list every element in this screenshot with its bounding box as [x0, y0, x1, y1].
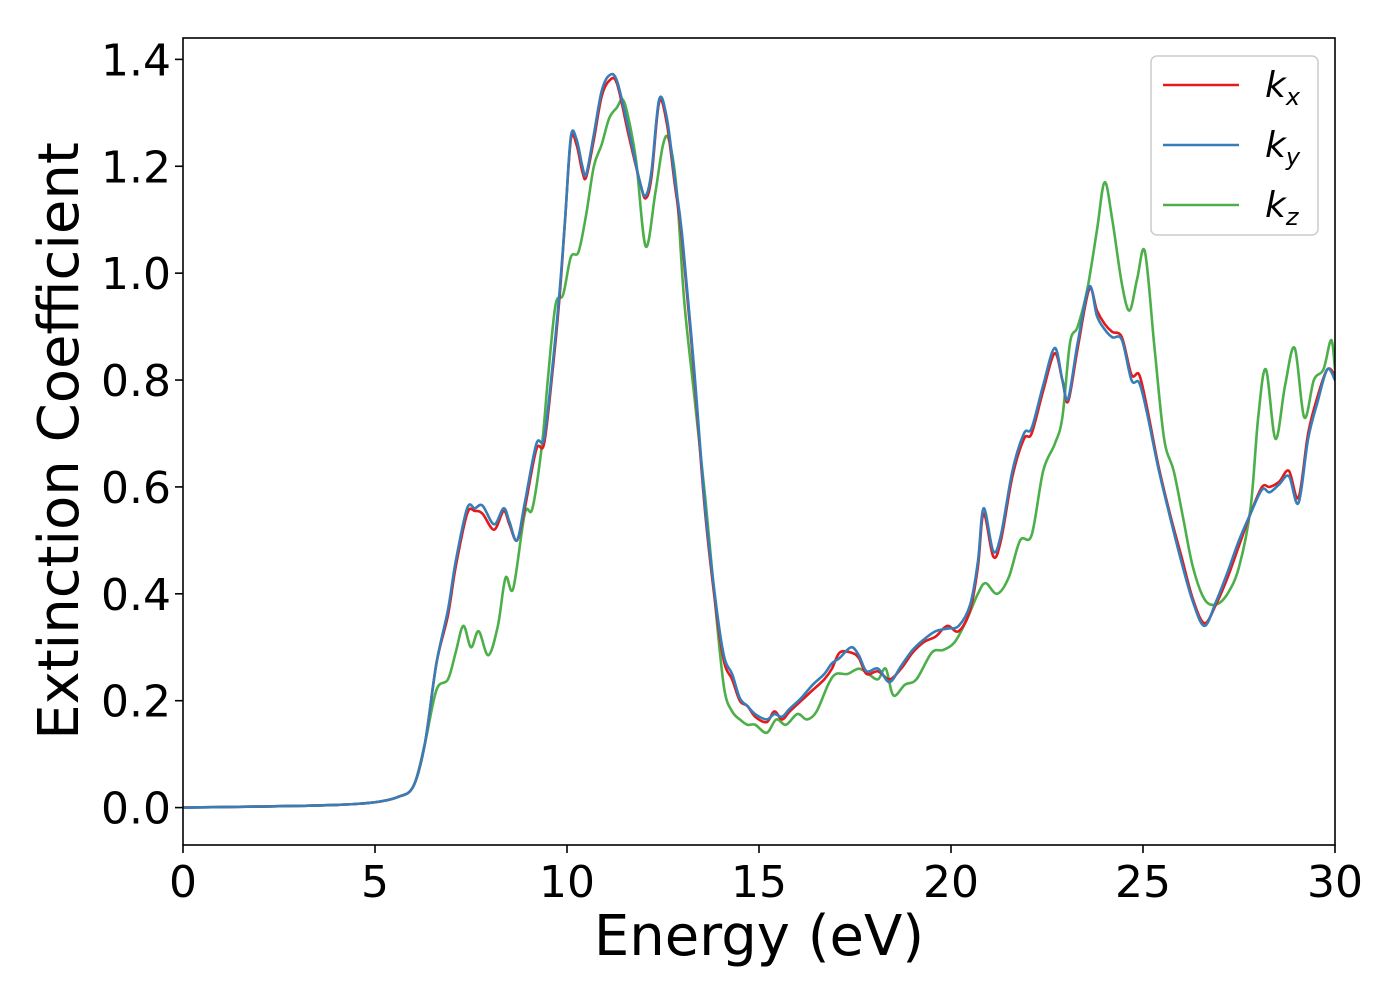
- y-tick-label: 1.0: [101, 249, 171, 300]
- x-tick-label: 0: [169, 857, 197, 908]
- legend-label-k-x: kx: [1265, 65, 1301, 111]
- x-tick-label: 15: [731, 857, 787, 908]
- y-tick-label: 0.0: [101, 784, 171, 835]
- y-tick-label: 1.2: [101, 142, 171, 193]
- y-tick-label: 0.6: [101, 463, 171, 514]
- x-tick-label: 30: [1307, 857, 1363, 908]
- y-tick-label: 1.4: [101, 35, 171, 86]
- y-tick-label: 0.2: [101, 677, 171, 728]
- series-layer: [183, 72, 1335, 809]
- x-axis-label: Energy (eV): [594, 904, 924, 969]
- series-line-k-z: [183, 97, 1335, 809]
- y-tick-label: 0.4: [101, 570, 171, 621]
- x-axis-ticks: 0 5 10 15 20 25 30: [169, 845, 1363, 908]
- y-axis-label: Extinction Coefficient: [27, 142, 92, 740]
- y-axis-ticks: 0.0 0.2 0.4 0.6 0.8 1.0 1.2 1.4: [101, 35, 183, 835]
- y-tick-label: 0.8: [101, 356, 171, 407]
- x-tick-label: 10: [539, 857, 595, 908]
- series-line-k-y: [183, 72, 1335, 809]
- x-tick-label: 5: [361, 857, 389, 908]
- x-tick-label: 20: [923, 857, 979, 908]
- legend: kx ky kz: [1150, 55, 1319, 236]
- legend-label-k-z: kz: [1265, 185, 1300, 231]
- x-tick-label: 25: [1115, 857, 1171, 908]
- legend-label-k-y: ky: [1265, 125, 1301, 171]
